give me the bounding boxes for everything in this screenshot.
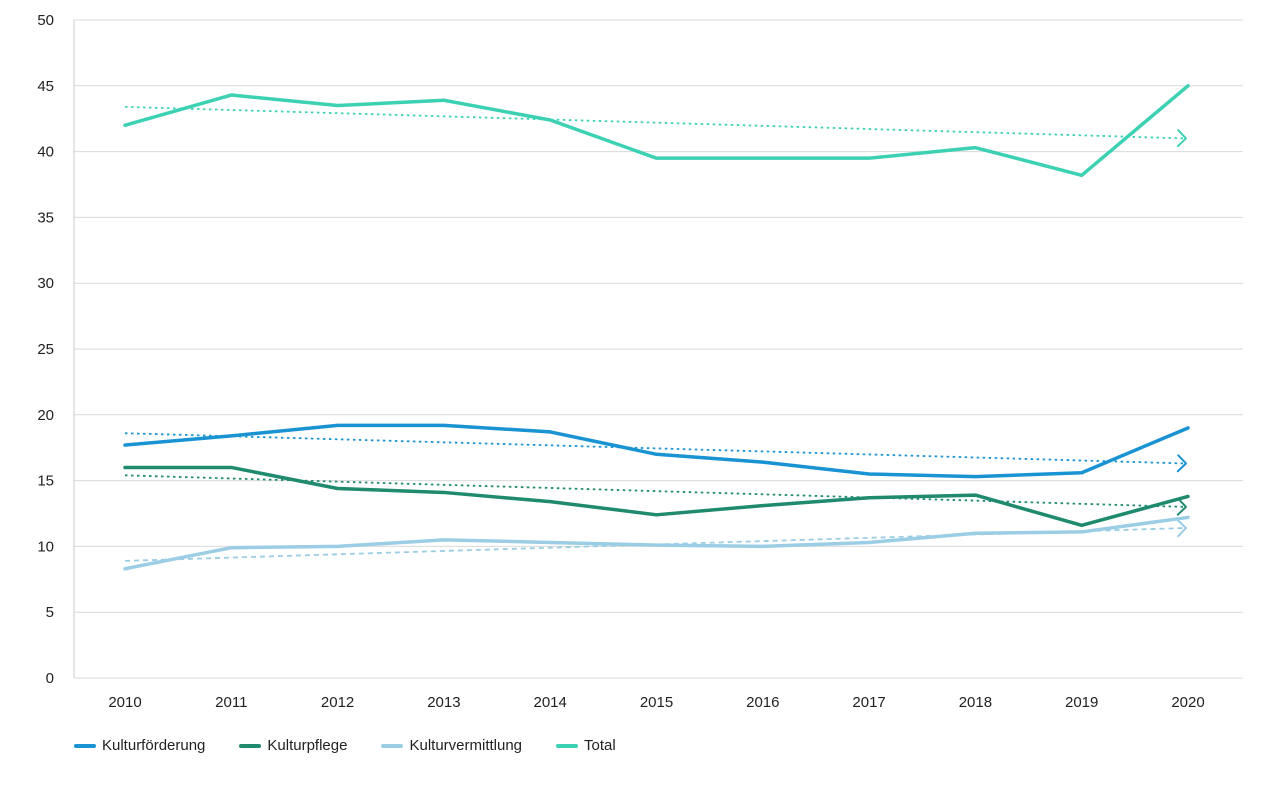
- trend-line: [124, 105, 1187, 140]
- x-tick-label: 2012: [321, 694, 354, 711]
- legend-label: Total: [584, 737, 616, 754]
- y-tick-label: 15: [37, 473, 54, 490]
- y-tick-label: 40: [37, 144, 54, 161]
- legend-label: Kulturvermittlung: [409, 737, 523, 754]
- legend-item: Kulturförderung: [74, 737, 205, 754]
- series-line: [123, 465, 1190, 528]
- trend-arrowhead: [1176, 519, 1187, 538]
- x-tick-label: 2018: [959, 694, 992, 711]
- x-tick-label: 2019: [1065, 694, 1098, 711]
- legend-item: Kulturpflege: [239, 737, 347, 754]
- trend-line: [124, 474, 1187, 508]
- x-axis-ticks: 2010 2011 2012 2013 2014 2015 2016 2017 2018 2019…: [108, 694, 1204, 711]
- legend-label: Kulturpflege: [267, 737, 348, 754]
- y-tick-label: 45: [37, 78, 54, 95]
- grid-lines: [73, 19, 1243, 679]
- series-line: [123, 515, 1190, 571]
- x-tick-label: 2017: [852, 694, 885, 711]
- legend-swatch: [556, 743, 579, 748]
- x-tick-label: 2013: [427, 694, 460, 711]
- y-tick-label: 50: [37, 12, 54, 29]
- x-tick-label: 2010: [108, 694, 141, 711]
- y-tick-label: 10: [37, 538, 54, 555]
- x-tick-label: 2011: [215, 694, 247, 711]
- trend-arrowhead: [1176, 454, 1187, 473]
- trend-lines: [124, 105, 1187, 562]
- y-tick-label: 20: [37, 407, 54, 424]
- y-tick-label: 0: [46, 670, 54, 687]
- legend-swatch: [239, 743, 262, 748]
- y-axis-ticks: 0 5 10 15 20 25 30 35 40 45 50: [37, 12, 54, 687]
- x-tick-label: 2014: [534, 694, 567, 711]
- trend-arrowhead: [1176, 129, 1187, 148]
- legend-label: Kulturförderung: [102, 737, 206, 754]
- legend-item: Kulturvermittlung: [381, 737, 522, 754]
- y-tick-label: 30: [37, 275, 54, 292]
- trend-line: [124, 432, 1187, 465]
- y-tick-label: 25: [37, 341, 54, 358]
- legend: Kulturförderung Kulturpflege Kulturvermitt…: [74, 737, 650, 754]
- legend-swatch: [74, 743, 96, 748]
- legend-item: Total: [556, 737, 616, 754]
- y-tick-label: 5: [46, 604, 54, 621]
- series-line: [123, 423, 1190, 479]
- x-tick-label: 2020: [1171, 694, 1204, 711]
- series-lines: [123, 84, 1190, 571]
- legend-swatch: [381, 743, 404, 748]
- x-tick-label: 2015: [640, 694, 673, 711]
- series-line: [123, 84, 1190, 178]
- trend-arrowhead: [1176, 497, 1187, 516]
- x-tick-label: 2016: [746, 694, 779, 711]
- y-tick-label: 35: [37, 209, 54, 226]
